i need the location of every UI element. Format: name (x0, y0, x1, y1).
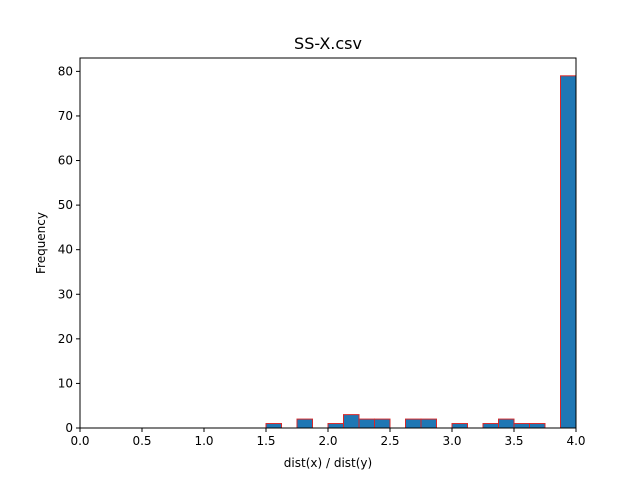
y-tick-label: 50 (58, 198, 73, 212)
histogram-bar (482, 423, 499, 429)
histogram-bar (374, 418, 391, 429)
histogram-bar (358, 418, 375, 429)
histogram-bar (343, 414, 360, 429)
histogram-bar (327, 423, 344, 429)
x-axis-ticks: 0.0 0.5 1.0 1.5 2.0 2.5 3.0 3.5 4.0 (70, 428, 586, 448)
chart-title: SS-X.csv (294, 34, 362, 53)
x-tick-label: 3.0 (442, 434, 461, 448)
histogram-bar (529, 423, 546, 429)
y-tick-label: 80 (58, 64, 73, 78)
bars-group (265, 75, 577, 429)
y-tick-label: 0 (65, 421, 73, 435)
y-tick-label: 10 (58, 376, 73, 390)
x-tick-label: 2.0 (318, 434, 337, 448)
y-axis-ticks: 0 10 20 30 40 50 60 70 80 (58, 64, 80, 435)
histogram-bar (498, 418, 515, 429)
y-tick-label: 60 (58, 154, 73, 168)
x-tick-label: 4.0 (566, 434, 585, 448)
x-tick-label: 2.5 (380, 434, 399, 448)
histogram-bar (513, 423, 530, 429)
x-axis-label: dist(x) / dist(y) (284, 456, 372, 470)
plot-frame (79, 57, 577, 429)
y-tick-label: 30 (58, 287, 73, 301)
y-axis-label: Frequency (34, 212, 48, 274)
y-tick-label: 40 (58, 243, 73, 257)
x-tick-label: 1.0 (194, 434, 213, 448)
histogram-bar (420, 418, 437, 429)
histogram-bar (265, 423, 282, 429)
x-tick-label: 0.0 (70, 434, 89, 448)
histogram-bar (451, 423, 468, 429)
histogram-bar (296, 418, 313, 429)
x-tick-label: 3.5 (504, 434, 523, 448)
x-tick-label: 1.5 (256, 434, 275, 448)
y-tick-label: 70 (58, 109, 73, 123)
histogram-bar (560, 75, 577, 429)
y-tick-label: 20 (58, 332, 73, 346)
histogram-bar (405, 418, 422, 429)
x-tick-label: 0.5 (132, 434, 151, 448)
